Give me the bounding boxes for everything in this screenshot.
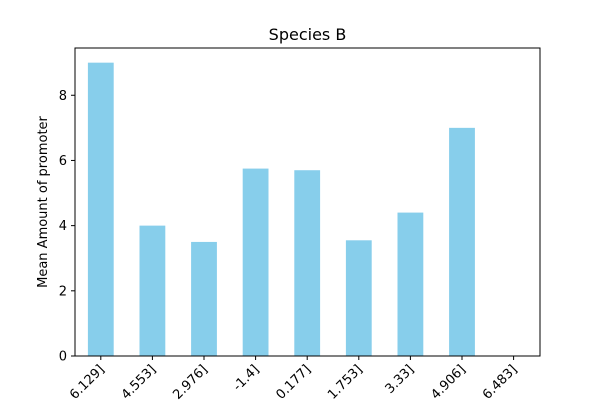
x-tick-label: 2.976] [170, 362, 211, 400]
y-tick-label: 2 [59, 284, 67, 299]
x-tick-label: 4.553] [119, 362, 160, 400]
bar-1 [139, 225, 166, 356]
x-tick-label: 1.753] [325, 362, 366, 400]
y-tick-label: 4 [59, 219, 67, 234]
y-tick-label: 0 [59, 350, 67, 365]
bar-0 [87, 62, 114, 357]
bar-3 [242, 168, 269, 356]
x-tick-label: 6.129] [67, 362, 108, 400]
x-tick-label: 4.906] [428, 362, 469, 400]
bar-2 [191, 241, 217, 356]
y-tick-label: 8 [59, 89, 67, 104]
bars-group [87, 62, 475, 357]
x-tick-label: -1.4] [230, 362, 262, 394]
y-axis: 0 2 4 6 8 [59, 89, 75, 365]
bar-6 [397, 212, 424, 356]
bar-7 [449, 127, 475, 356]
x-axis: 6.129] 4.553] 2.976] -1.4] 0.177] 1.753] 3.33]… [67, 356, 520, 400]
x-tick-label: 6.483] [480, 362, 521, 400]
chart-title: Species B [269, 25, 347, 44]
bar-4 [294, 170, 321, 356]
x-tick-label: 3.33] [383, 362, 418, 397]
y-axis-label: Mean Amount of promoter [36, 115, 51, 287]
y-tick-label: 6 [59, 154, 67, 169]
x-tick-label: 0.177] [274, 362, 315, 400]
bar-5 [345, 240, 372, 356]
